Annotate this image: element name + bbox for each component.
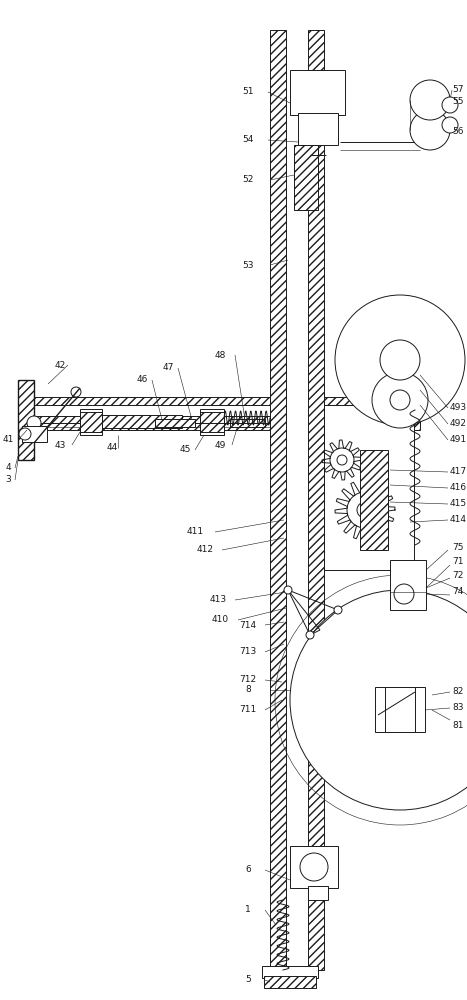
- Text: 46: 46: [136, 375, 148, 384]
- Bar: [360, 450, 388, 550]
- Text: 47: 47: [163, 363, 174, 372]
- Circle shape: [394, 584, 414, 604]
- Circle shape: [347, 492, 383, 528]
- Text: 414: 414: [450, 516, 467, 524]
- Bar: [350, 410, 410, 550]
- Text: 41: 41: [2, 436, 14, 444]
- Circle shape: [357, 502, 373, 518]
- Bar: [18, 380, 34, 460]
- Text: 71: 71: [452, 558, 464, 566]
- Bar: [155, 419, 195, 427]
- Text: 1: 1: [245, 906, 251, 914]
- Circle shape: [410, 110, 450, 150]
- Bar: [324, 397, 420, 405]
- Text: 3: 3: [5, 476, 11, 485]
- Bar: [262, 966, 318, 978]
- Text: 412: 412: [197, 546, 213, 554]
- Bar: [324, 405, 414, 570]
- Circle shape: [390, 390, 410, 410]
- Bar: [200, 409, 224, 435]
- Circle shape: [306, 631, 314, 639]
- Bar: [80, 409, 102, 435]
- Bar: [102, 415, 182, 428]
- Text: 55: 55: [452, 98, 464, 106]
- Text: 42: 42: [54, 360, 66, 369]
- Text: 492: 492: [450, 420, 467, 428]
- Text: 44: 44: [106, 444, 118, 452]
- Bar: [22, 426, 47, 442]
- Circle shape: [284, 586, 292, 594]
- Text: 83: 83: [452, 704, 464, 712]
- Bar: [308, 30, 324, 970]
- Bar: [375, 687, 425, 732]
- Bar: [290, 70, 345, 115]
- Text: 413: 413: [209, 595, 226, 604]
- Text: 74: 74: [453, 587, 464, 596]
- Text: 81: 81: [452, 720, 464, 730]
- Bar: [298, 113, 338, 145]
- Bar: [390, 560, 426, 610]
- Text: 493: 493: [449, 403, 467, 412]
- Circle shape: [19, 428, 31, 440]
- Bar: [200, 412, 224, 432]
- Text: 491: 491: [449, 436, 467, 444]
- Text: 43: 43: [54, 440, 66, 450]
- Circle shape: [337, 455, 347, 465]
- Bar: [324, 416, 420, 430]
- Text: 711: 711: [240, 706, 257, 714]
- Bar: [270, 30, 286, 970]
- Text: 417: 417: [449, 468, 467, 477]
- Circle shape: [372, 372, 428, 428]
- Text: 714: 714: [240, 620, 256, 630]
- Text: 6: 6: [245, 865, 251, 874]
- Text: 72: 72: [453, 570, 464, 580]
- Text: 82: 82: [453, 688, 464, 696]
- Circle shape: [442, 97, 458, 113]
- Text: 411: 411: [186, 528, 204, 536]
- Text: 8: 8: [245, 686, 251, 694]
- Text: 712: 712: [240, 676, 256, 684]
- Circle shape: [27, 416, 41, 430]
- Text: 410: 410: [212, 615, 228, 624]
- Circle shape: [300, 853, 328, 881]
- Text: 415: 415: [449, 499, 467, 508]
- Text: 45: 45: [179, 446, 191, 454]
- Bar: [30, 397, 270, 405]
- Text: 51: 51: [242, 88, 254, 97]
- Bar: [30, 416, 270, 430]
- Circle shape: [442, 117, 458, 133]
- Circle shape: [410, 80, 450, 120]
- Bar: [264, 976, 316, 988]
- Circle shape: [335, 295, 465, 425]
- Circle shape: [330, 448, 354, 472]
- Bar: [294, 145, 318, 210]
- Bar: [230, 419, 265, 427]
- Circle shape: [290, 590, 467, 810]
- Bar: [290, 846, 338, 888]
- Bar: [308, 886, 328, 900]
- Circle shape: [71, 387, 81, 397]
- Text: 713: 713: [240, 648, 257, 656]
- Circle shape: [334, 606, 342, 614]
- Text: 57: 57: [452, 86, 464, 95]
- Text: 48: 48: [214, 351, 226, 360]
- Text: 416: 416: [449, 484, 467, 492]
- Text: 54: 54: [242, 135, 254, 144]
- Bar: [80, 412, 102, 432]
- Circle shape: [380, 340, 420, 380]
- Text: 53: 53: [242, 260, 254, 269]
- Text: 5: 5: [245, 976, 251, 984]
- Text: 4: 4: [5, 464, 11, 473]
- Bar: [350, 410, 410, 550]
- Text: 49: 49: [214, 440, 226, 450]
- Text: 56: 56: [452, 127, 464, 136]
- Text: 52: 52: [242, 176, 254, 184]
- Text: 75: 75: [452, 544, 464, 552]
